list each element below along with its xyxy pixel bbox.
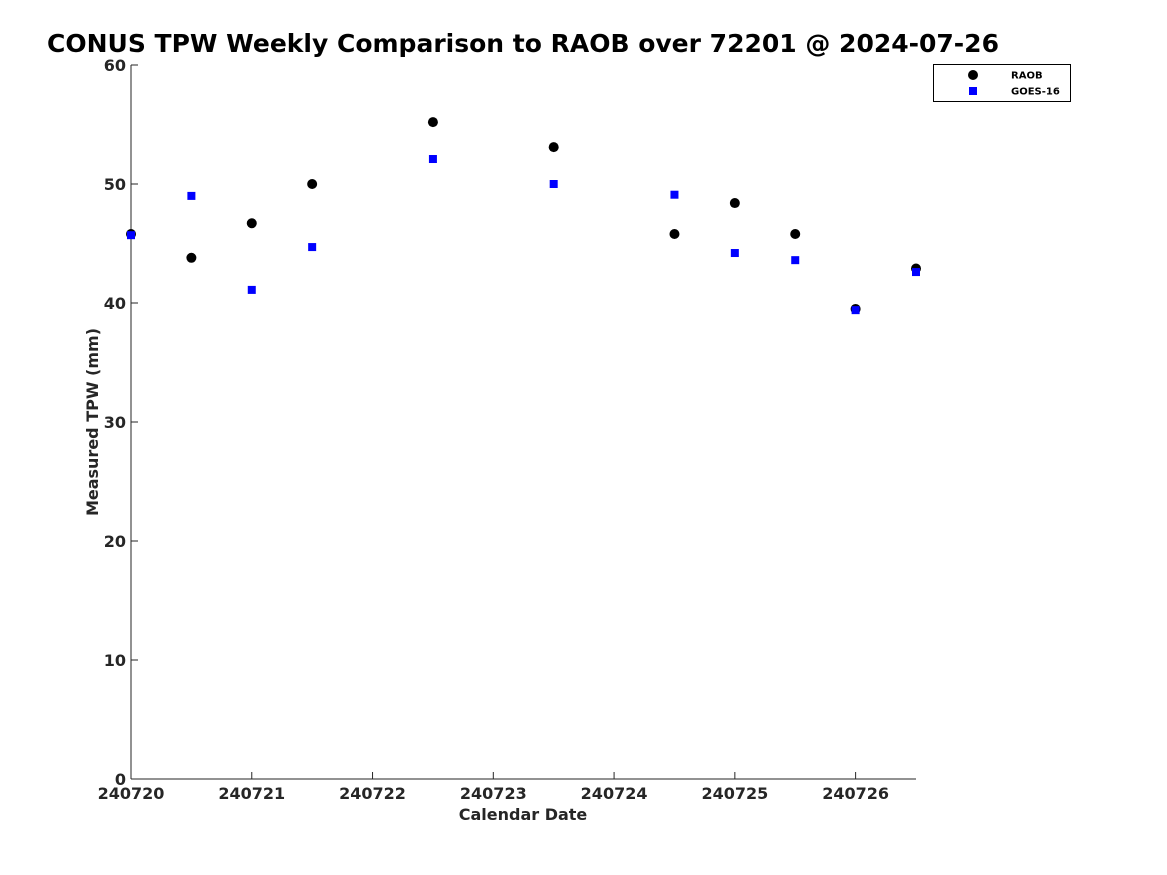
x-axis-label: Calendar Date xyxy=(459,805,588,824)
legend-raob-marker xyxy=(968,70,978,80)
goes16-point xyxy=(851,306,860,315)
goes16-point xyxy=(428,155,437,164)
goes16-point xyxy=(912,268,920,277)
x-tick-label: 240721 xyxy=(218,784,285,803)
y-tick-label: 60 xyxy=(104,56,126,75)
y-tick-label: 10 xyxy=(104,651,126,670)
legend: RAOB GOES-16 xyxy=(933,64,1071,102)
x-tick-label: 240723 xyxy=(460,784,527,803)
y-tick-label: 50 xyxy=(104,175,126,194)
x-tick-label: 240724 xyxy=(581,784,648,803)
chart-title: CONUS TPW Weekly Comparison to RAOB over… xyxy=(47,29,999,58)
raob-point xyxy=(790,228,801,239)
goes16-point xyxy=(187,191,196,200)
y-tick-label: 30 xyxy=(104,413,126,432)
raob-point xyxy=(548,142,559,153)
goes16-point xyxy=(730,249,739,258)
legend-label: GOES-16 xyxy=(1011,87,1060,98)
raob-point xyxy=(186,252,197,263)
raob-point xyxy=(669,228,680,239)
raob-point xyxy=(246,218,257,229)
y-tick-label: 20 xyxy=(104,532,126,551)
x-tick-label: 240720 xyxy=(98,784,165,803)
x-tick-label: 240726 xyxy=(822,784,889,803)
y-tick-label: 40 xyxy=(104,294,126,313)
goes16-point xyxy=(791,256,800,265)
goes16-point xyxy=(127,231,135,240)
legend-label: RAOB xyxy=(1011,71,1043,82)
raob-point xyxy=(427,117,438,128)
x-tick-label: 240725 xyxy=(701,784,768,803)
raob-point xyxy=(307,179,318,189)
x-ticks: 240720 240721 240722 240723 240724 240725 2407… xyxy=(98,772,889,803)
raob-point xyxy=(729,198,740,209)
goes16-point xyxy=(247,285,256,294)
legend-goes16-marker xyxy=(969,87,977,95)
goes16-point xyxy=(549,180,558,188)
legend-box xyxy=(933,64,1071,102)
x-tick-label: 240722 xyxy=(339,784,406,803)
y-axis-label: Measured TPW (mm) xyxy=(83,328,102,516)
data-markers xyxy=(126,117,921,315)
y-ticks: 0 10 20 30 40 50 60 xyxy=(104,56,138,789)
goes16-point xyxy=(670,190,679,199)
goes16-point xyxy=(308,243,317,252)
y-tick-label: 0 xyxy=(115,770,126,789)
